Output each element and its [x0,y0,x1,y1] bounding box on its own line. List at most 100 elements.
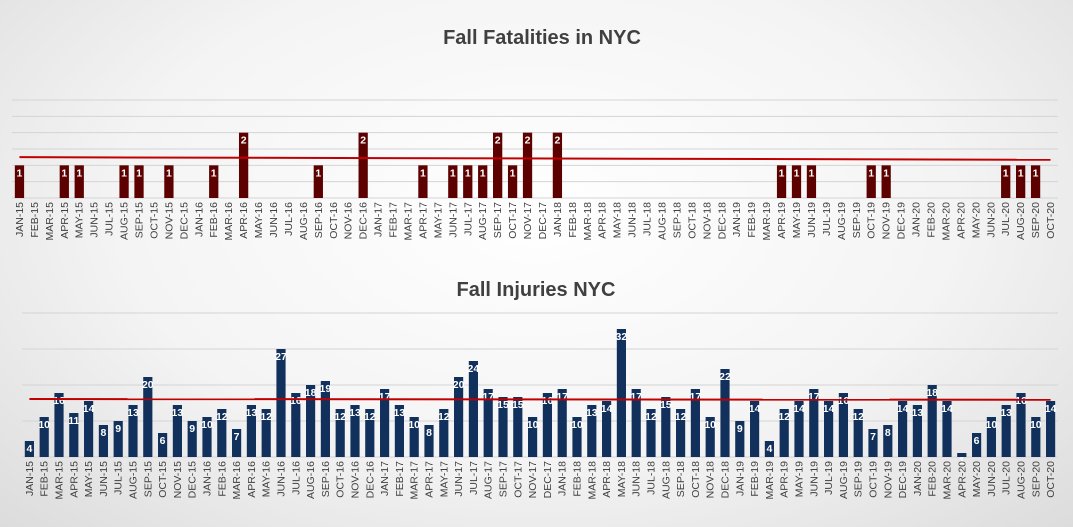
bar [868,429,878,457]
data-label: 14 [601,403,613,415]
x-tick-label: APR-16 [246,461,258,498]
bar [522,132,533,198]
x-tick-label: JUN-17 [453,461,465,497]
x-tick-label: OCT-16 [328,202,340,239]
injuries-chart-title: Fall Injuries NYC [457,279,616,301]
x-tick-label: FEB-19 [746,202,758,238]
bar [380,389,390,457]
data-label: 7 [234,431,240,443]
data-label: 12 [778,411,790,423]
x-tick-label: MAR-19 [764,461,776,500]
x-tick-label: DEC-17 [537,202,549,240]
data-label: 10 [986,419,998,431]
x-tick-label: JUL-20 [1001,461,1013,495]
x-tick-label: AUG-18 [660,461,672,499]
bar [232,429,242,457]
x-tick-label: JUL-19 [821,202,833,236]
x-tick-label: JAN-19 [731,202,743,237]
bar [24,441,34,457]
x-tick-label: DEC-19 [897,461,909,499]
x-tick-label: AUG-15 [119,202,131,240]
x-tick-label: OCT-18 [690,461,702,498]
data-label: 1 [315,167,321,179]
x-tick-label: JAN-16 [202,461,214,496]
bar [853,409,863,457]
x-tick-label: OCT-19 [868,461,880,498]
bar [986,417,996,457]
x-tick-label: SEP-20 [1030,461,1042,497]
x-tick-label: SEP-16 [320,461,332,497]
x-tick-label: DEC-19 [896,202,908,240]
x-tick-label: MAR-18 [582,202,594,241]
x-tick-label: DEC-16 [358,202,370,240]
x-tick-label: FEB-20 [925,202,937,238]
data-label: 13 [586,407,598,419]
data-label: 1 [211,167,217,179]
x-tick-label: SEP-15 [134,202,146,238]
injuries-chart: 4JAN-1510FEB-1516MAR-1511APR-1514MAY-158… [22,312,1058,500]
x-tick-label: DEC-18 [720,461,732,499]
data-label: 10 [704,419,716,431]
bar [676,409,686,457]
x-tick-label: FEB-15 [39,461,51,497]
x-tick-label: FEB-18 [567,202,579,238]
data-label: 9 [737,423,743,435]
x-tick-label: JUN-18 [631,461,643,497]
x-tick-label: JAN-20 [912,461,924,496]
x-tick-label: AUG-20 [1016,461,1028,499]
data-label: 1 [883,167,889,179]
x-tick-label: JAN-17 [379,461,391,496]
data-label: 9 [189,423,195,435]
bar [927,385,937,457]
bar [972,433,982,457]
data-label: 2 [525,135,531,147]
data-label: 13 [172,407,184,419]
data-label: 1 [121,167,127,179]
x-tick-label: FEB-19 [749,461,761,497]
x-tick-label: APR-15 [59,202,71,239]
x-tick-label: SEP-15 [142,461,154,497]
data-label: 13 [394,407,406,419]
x-tick-label: MAR-16 [223,202,235,241]
bar [838,393,848,457]
data-label: 18 [926,387,938,399]
x-tick-label: FEB-18 [572,461,584,497]
bar [463,165,473,198]
x-tick-label: FEB-16 [208,202,220,238]
x-tick-label: JUL-18 [646,461,658,495]
bar [791,165,802,198]
data-label: 13 [912,407,924,419]
x-tick-label: MAR-15 [54,461,66,500]
data-label: 1 [136,167,142,179]
x-tick-label: JUN-20 [986,461,998,497]
bar [69,413,79,457]
data-label: 15 [497,399,509,411]
data-label: 1 [868,167,874,179]
bar [468,361,478,457]
data-label: 10 [571,419,583,431]
x-tick-label: NOV-16 [343,202,355,240]
bar [661,397,671,457]
bar [776,165,787,198]
x-tick-label: OCT-16 [335,461,347,498]
x-tick-label: AUG-17 [483,461,495,499]
x-tick-label: APR-18 [597,202,609,239]
x-tick-label: FEB-15 [29,202,41,238]
bar [764,441,774,457]
x-tick-label: MAR-17 [402,202,414,241]
x-tick-label: MAY-19 [791,202,803,238]
x-tick-label: MAY-20 [971,461,983,497]
data-label: 20 [142,379,154,391]
x-tick-label: JUN-15 [89,202,101,238]
x-tick-label: AUG-16 [305,461,317,499]
data-label: 13 [127,407,139,419]
x-tick-label: JAN-17 [373,202,385,237]
data-label: 12 [260,411,272,423]
x-tick-label: NOV-15 [172,461,184,499]
x-tick-label: APR-17 [424,461,436,498]
bar [59,165,69,198]
x-tick-label: MAY-18 [616,461,628,497]
x-tick-label: DEC-15 [178,202,190,240]
